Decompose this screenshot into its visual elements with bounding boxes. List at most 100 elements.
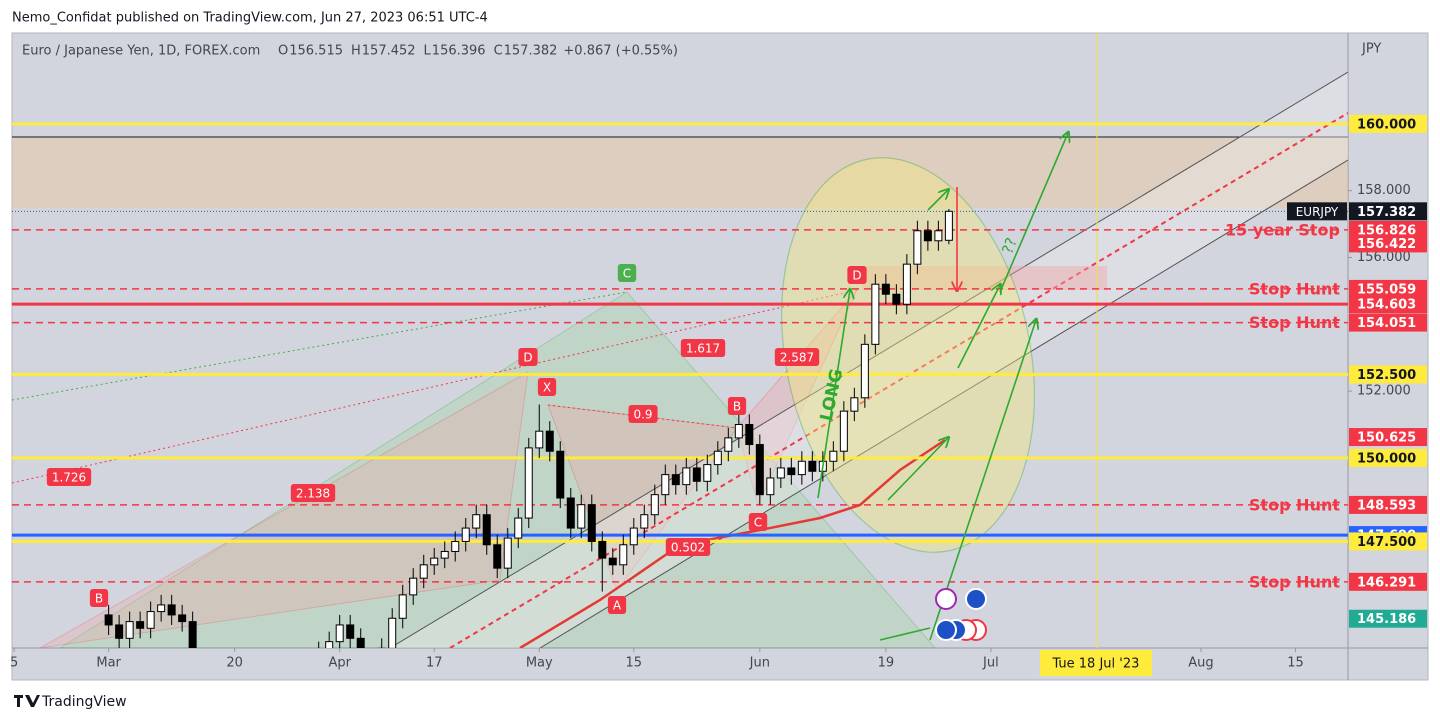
price-tag [1349,428,1427,447]
candle-body [556,450,565,499]
candle-body [598,540,607,559]
candle-body [944,210,953,241]
candle-body [461,527,470,542]
price-tag-label: 146.291 [1357,575,1416,590]
price-tag-label: 148.593 [1357,498,1416,513]
candle-body [692,467,701,482]
event-icon[interactable] [935,588,957,610]
arrow [957,285,1000,369]
candle-body [619,544,628,566]
candle-body [650,494,659,516]
level-note: Stop Hunt [1249,572,1340,591]
x-tick-label: 19 [878,656,895,671]
candle-body [787,467,796,476]
x-tick-label: Mar [96,656,121,671]
level-note: Stop Hunt [1249,495,1340,514]
pattern-label-bg [680,339,726,357]
candle-body [629,527,638,546]
event-icon[interactable] [935,619,957,641]
candle-body [892,293,901,305]
pattern-label: 0.9 [633,408,652,422]
level-note: Stop Hunt [1249,279,1340,298]
price-tag-label: 155.059 [1357,282,1416,297]
candle-body [188,621,197,648]
supply-zone [12,137,1348,208]
candle-body [514,517,523,539]
candle-body [661,474,670,496]
price-tag [1349,114,1427,133]
x-tick-label: 20 [226,656,243,671]
candle-body [734,424,743,439]
candle-body [136,621,145,629]
price-tag [1349,234,1427,253]
price-tag [1349,202,1427,221]
candle-body [860,343,869,399]
candle-body [178,614,187,623]
price-tag-label: 147.500 [1357,535,1416,550]
candle-body [388,617,397,648]
candle-body [713,450,722,466]
candle-body [535,430,544,449]
candle-body [409,577,418,596]
price-tag-label: 154.051 [1357,316,1416,331]
candle-body [210,708,217,723]
price-tag-label: 156.422 [1357,237,1416,252]
channel-line [389,71,1348,648]
symbol-tag-label: EURJPY [1296,205,1339,219]
pattern-label: D [852,269,861,283]
level-note: 15 year Stop [1225,220,1340,239]
candle-body [419,564,428,579]
pattern-label-bg [537,378,557,396]
arrow [879,627,931,641]
x-tick-label: 5 [10,656,18,671]
pattern-label: B [733,400,741,414]
ohlc-value: 156.396 [432,44,486,59]
candle-body [146,611,155,629]
dotted-line [12,291,628,401]
arrow [999,133,1068,293]
symbol-tag [1287,202,1347,221]
harmonic-triangle [39,371,529,648]
price-tag-label: 152.500 [1357,368,1416,383]
pattern-label-bg [727,397,747,415]
candle-body [482,514,491,546]
candle-body [566,497,575,529]
candle-body [493,544,502,569]
candle-body [808,460,817,472]
crosshair-tag [1039,650,1152,676]
ohlc-key: L [424,44,432,59]
drawing-text: ?? [998,235,1020,256]
candle-body [587,504,596,542]
pattern-label-bg [46,468,92,486]
currency: JPY [1361,42,1381,57]
plot-area [12,33,1348,723]
pattern-label: 2.138 [296,487,330,501]
candle-body [503,537,512,569]
pattern-label: B [95,592,103,606]
candle-body [200,685,207,708]
ohlc-key: H [351,44,361,59]
price-tag-label: 150.000 [1357,451,1416,466]
price-tag-label: 160.000 [1357,117,1416,132]
pattern-label-bg [617,264,637,282]
x-tick-label: Aug [1188,656,1213,671]
pattern-label-bg [774,348,820,366]
pattern-label-bg [518,348,538,366]
candle-body [745,424,754,446]
event-icon[interactable] [965,588,987,610]
footer-brand: TradingView [41,694,127,710]
candle-body [640,514,649,529]
level-note: Stop Hunt [1249,313,1340,332]
price-tag-label: 150.625 [1357,431,1416,446]
arrow [887,438,948,501]
arrow [817,290,850,499]
candle-body [440,550,449,559]
candle-body [902,263,911,305]
candle-body [356,637,365,648]
candle-body [524,447,533,519]
x-tick-label: Jul [982,656,999,671]
candle-body [115,624,124,639]
pattern-label: A [613,599,622,613]
candle-body [325,641,334,648]
